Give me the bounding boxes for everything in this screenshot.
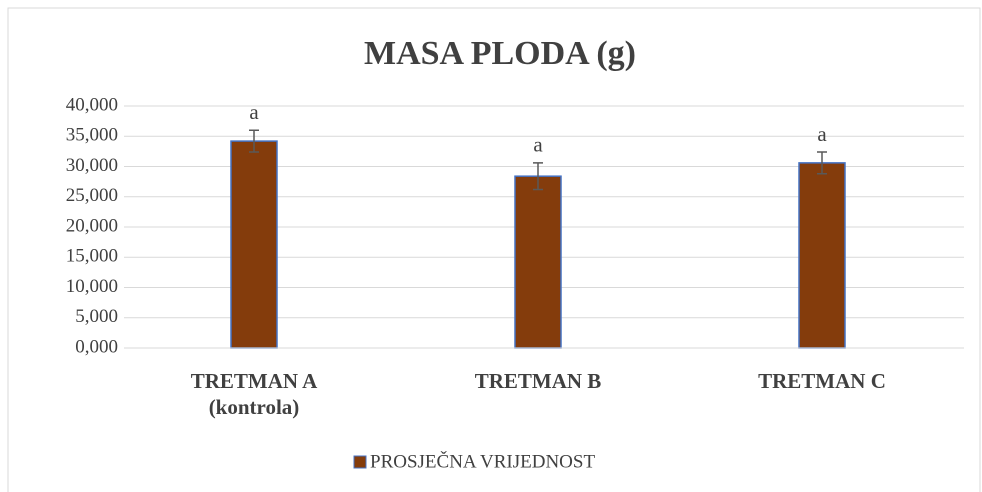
y-tick-label: 25,000 (66, 185, 118, 206)
y-tick-label: 35,000 (66, 125, 118, 146)
bar (798, 162, 846, 349)
annotation: a (817, 122, 827, 146)
y-tick-label: 40,000 (66, 94, 118, 115)
y-tick-label: 30,000 (66, 155, 118, 176)
x-tick-label: TRETMAN A (kontrola) (190, 369, 318, 419)
legend-label: PROSJEČNA VRIJEDNOST (370, 450, 595, 472)
chart-title: MASA PLODA (g) (364, 35, 636, 72)
y-tick-label: 10,000 (66, 276, 118, 297)
error-bar (533, 162, 543, 191)
error-bar (249, 129, 259, 153)
y-tick-label: 5,000 (75, 306, 118, 327)
annotation: a (249, 100, 259, 124)
annotation: a (533, 133, 543, 157)
x-tick-label: TRETMAN B (474, 369, 602, 393)
bar (230, 140, 278, 349)
bar (514, 175, 562, 349)
error-bar (817, 151, 827, 175)
y-tick-label: 0,000 (75, 336, 118, 357)
legend-swatch (353, 455, 367, 469)
y-tick-label: 15,000 (66, 246, 118, 267)
y-tick-label: 20,000 (66, 215, 118, 236)
x-tick-label: TRETMAN C (758, 369, 886, 393)
